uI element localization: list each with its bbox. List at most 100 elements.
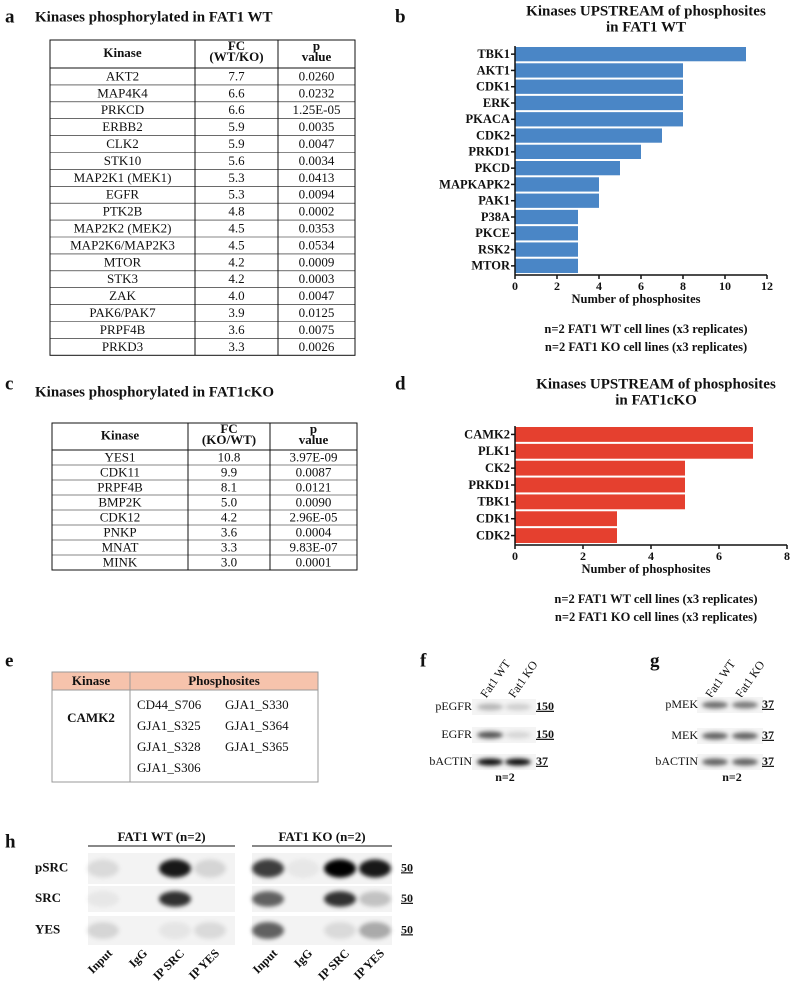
panel-label: e bbox=[5, 650, 13, 671]
table-cell: PRKD3 bbox=[102, 339, 143, 354]
blot-band bbox=[732, 758, 758, 766]
table-cell: PAK6/PAK7 bbox=[89, 305, 156, 320]
x-tick-label: 8 bbox=[784, 549, 790, 563]
y-tick-label: ERK bbox=[483, 96, 510, 110]
blot-band bbox=[252, 859, 284, 878]
table-cell: MAP2K2 (MEK2) bbox=[74, 221, 172, 236]
bar bbox=[515, 161, 620, 176]
header-cell: FC bbox=[220, 421, 237, 436]
table-cell: CDK12 bbox=[100, 509, 140, 524]
y-tick-label: CK2 bbox=[485, 461, 510, 475]
blot-strip bbox=[697, 754, 763, 770]
panel-label: d bbox=[395, 373, 406, 394]
table-cell: 0.0026 bbox=[299, 339, 335, 354]
note: n=2 FAT1 KO cell lines (x3 replicates) bbox=[545, 340, 747, 354]
note: n=2 bbox=[722, 770, 742, 784]
table-cell: 0.0125 bbox=[299, 305, 335, 320]
table-cell: MAP2K1 (MEK1) bbox=[74, 170, 172, 185]
blot-band bbox=[505, 758, 531, 766]
table-cell: 5.6 bbox=[228, 153, 245, 168]
table-cell: 0.0035 bbox=[299, 119, 335, 134]
table-cell: 9.83E-07 bbox=[289, 539, 338, 554]
header-cell: p bbox=[313, 38, 320, 53]
panel-label: c bbox=[5, 373, 13, 394]
bar bbox=[515, 477, 685, 493]
bar bbox=[515, 144, 641, 159]
bar bbox=[515, 443, 753, 459]
y-tick-label: CDK1 bbox=[476, 80, 510, 94]
table-cell: 0.0090 bbox=[296, 494, 332, 509]
blot-band bbox=[702, 758, 728, 766]
x-tick-label: 4 bbox=[648, 549, 654, 563]
y-tick-label: PLK1 bbox=[478, 444, 510, 458]
mw-label: 37 bbox=[536, 754, 548, 768]
table-cell: 3.97E-09 bbox=[289, 449, 337, 464]
bar bbox=[515, 460, 685, 476]
bar bbox=[515, 528, 617, 543]
bar bbox=[515, 242, 578, 257]
blot-band bbox=[159, 921, 191, 940]
x-tick-label: 6 bbox=[716, 549, 722, 563]
x-tick-label: 4 bbox=[596, 279, 602, 293]
table-cell: EGFR bbox=[106, 187, 140, 202]
table-cell: 3.3 bbox=[221, 539, 237, 554]
note: n=2 FAT1 WT cell lines (x3 replicates) bbox=[554, 592, 757, 606]
blot-band bbox=[324, 891, 356, 907]
x-tick-label: 12 bbox=[761, 279, 773, 293]
table-cell: 0.0004 bbox=[296, 524, 332, 539]
table-cell: 0.0353 bbox=[299, 221, 335, 236]
blot-band bbox=[87, 859, 119, 878]
row-label: bACTIN bbox=[655, 754, 698, 768]
table-cell: ERBB2 bbox=[102, 119, 142, 134]
x-tick-label: 2 bbox=[554, 279, 560, 293]
table-cell: PRKCD bbox=[101, 102, 144, 117]
y-tick-label: TBK1 bbox=[477, 495, 510, 509]
table-cell: 4.2 bbox=[228, 254, 244, 269]
table-header-bg bbox=[52, 672, 318, 690]
x-axis-label: Number of phosphosites bbox=[572, 292, 701, 306]
table-cell: 0.0002 bbox=[299, 204, 335, 219]
table-cell: 0.0075 bbox=[299, 322, 335, 337]
blot-band bbox=[87, 891, 119, 907]
table-cell: MAP4K4 bbox=[97, 85, 148, 100]
blot-band bbox=[477, 731, 503, 739]
table-cell: 4.0 bbox=[228, 288, 244, 303]
bar bbox=[515, 494, 685, 510]
table-cell: 3.6 bbox=[228, 322, 245, 337]
table-cell: CLK2 bbox=[106, 136, 139, 151]
table-cell: PNKP bbox=[103, 524, 136, 539]
y-tick-label: RSK2 bbox=[478, 242, 510, 256]
table-cell: MAP2K6/MAP2K3 bbox=[70, 237, 175, 252]
y-tick-label: CDK1 bbox=[476, 512, 510, 526]
y-tick-label: MTOR bbox=[471, 259, 511, 273]
row-label: pEGFR bbox=[435, 699, 472, 713]
row-label: MEK bbox=[671, 728, 698, 742]
row-label: EGFR bbox=[441, 727, 472, 741]
blot-band bbox=[505, 731, 531, 739]
y-tick-label: AKT1 bbox=[477, 63, 510, 77]
table-cell: 4.8 bbox=[228, 204, 244, 219]
blot-band bbox=[477, 758, 503, 766]
bar bbox=[515, 79, 683, 94]
bar bbox=[515, 258, 578, 273]
y-tick-label: PKCE bbox=[475, 226, 510, 240]
bar bbox=[515, 112, 683, 127]
y-tick-label: PAK1 bbox=[478, 194, 510, 208]
table-cell: 6.6 bbox=[228, 85, 245, 100]
panel-title: Kinases phosphorylated in FAT1cKO bbox=[35, 384, 274, 400]
panel-title: Kinases phosphorylated in FAT1 WT bbox=[35, 9, 273, 25]
bar bbox=[515, 193, 599, 208]
table-cell: MTOR bbox=[104, 254, 142, 269]
note: n=2 FAT1 WT cell lines (x3 replicates) bbox=[544, 322, 747, 336]
table-cell: 4.5 bbox=[228, 221, 244, 236]
table-cell: 0.0121 bbox=[296, 479, 332, 494]
mw-label: 150 bbox=[536, 727, 554, 741]
blot-band bbox=[324, 859, 356, 878]
header-cell: Phosphosites bbox=[188, 673, 260, 688]
bar bbox=[515, 95, 683, 111]
blot-band bbox=[505, 703, 531, 711]
header-cell: value bbox=[299, 432, 329, 447]
table-border bbox=[49, 39, 356, 356]
phosphosite: CD44_S706 bbox=[137, 697, 202, 712]
header-cell: value bbox=[302, 49, 332, 64]
